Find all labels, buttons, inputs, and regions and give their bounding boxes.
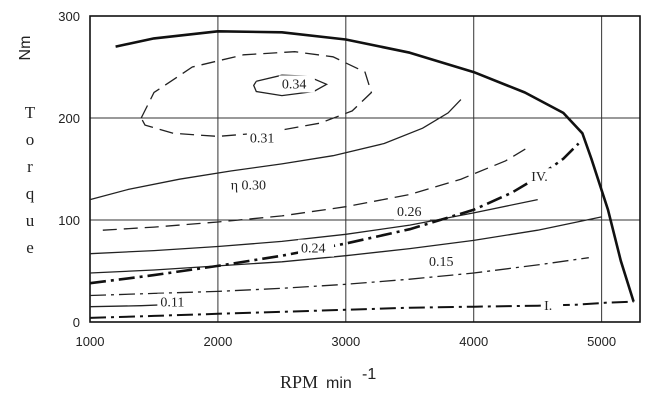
x-axis-label: RPM: [280, 372, 318, 392]
plot-frame: [89, 15, 641, 323]
x-tick-label: 2000: [203, 334, 232, 349]
y-unit-label: Nm: [17, 36, 34, 61]
efficiency-contour: [89, 216, 602, 274]
x-tick-label: 3000: [331, 334, 360, 349]
contour-label: 0.11: [160, 296, 184, 311]
contour-label-bg: [227, 176, 279, 194]
y-tick-labels: 0 100 200 300: [58, 9, 80, 330]
x-unit-label: min: [326, 375, 352, 392]
contour-label: 0.26: [397, 205, 422, 220]
y-axis-label-letter: u: [26, 211, 35, 230]
operating-line-label: I.: [544, 299, 552, 314]
efficiency-contour: [102, 144, 532, 231]
y-tick-label: 200: [58, 111, 80, 126]
x-unit-exponent: -1: [362, 366, 376, 383]
operating-line: [89, 142, 580, 285]
y-axis-label-letter: T: [25, 103, 36, 122]
contour-label-bg: [246, 129, 283, 147]
operating-line-label: IV.: [531, 170, 547, 185]
full-load-curve: [115, 30, 635, 302]
x-tick-label: 5000: [587, 334, 616, 349]
contour-label-bg: [393, 202, 430, 220]
contour-label-bg: [278, 75, 315, 93]
y-tick-label: 100: [58, 213, 80, 228]
efficiency-contour: [89, 257, 589, 297]
contour-labels: 0.34 0.31 η 0.30 0.26 0.24 0.15 0.11 IV. I.: [157, 75, 564, 314]
operating-line-label-bg: [541, 296, 564, 314]
contour-label: 0.15: [429, 255, 454, 270]
contour-label: 0.31: [250, 131, 275, 146]
x-tick-labels: 1000 2000 3000 4000 5000: [76, 334, 617, 349]
efficiency-contour: [89, 99, 462, 201]
y-tick-label: 300: [58, 9, 80, 24]
contour-label-bg: [298, 239, 335, 257]
x-tick-label: 1000: [76, 334, 105, 349]
y-axis-label-letter: o: [26, 130, 35, 149]
contour-label: η 0.30: [231, 178, 266, 193]
efficiency-contour: [89, 198, 538, 255]
operating-line: [89, 300, 634, 319]
operating-line-label-bg: [528, 168, 559, 186]
efficiency-contour: [140, 51, 373, 138]
contour-label: 0.34: [282, 77, 307, 92]
contour-label-bg: [425, 252, 462, 270]
y-axis-label-letter: q: [26, 184, 35, 203]
y-tick-label: 0: [73, 315, 80, 330]
contour-label-bg: [157, 293, 194, 311]
y-axis-label-letter: e: [26, 238, 34, 257]
contour-label: 0.24: [301, 242, 326, 257]
x-tick-label: 4000: [459, 334, 488, 349]
y-axis-label-letter: r: [27, 157, 33, 176]
